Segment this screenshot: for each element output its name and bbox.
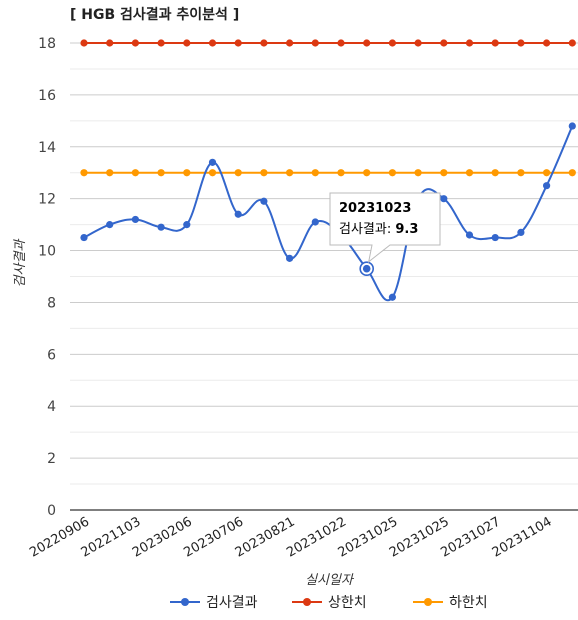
- data-point: [337, 169, 345, 177]
- data-point: [543, 182, 551, 190]
- data-point: [568, 122, 576, 130]
- data-point: [311, 39, 319, 47]
- highlight-point: [362, 264, 371, 273]
- y-tick-label: 16: [38, 88, 56, 104]
- data-point: [260, 197, 268, 205]
- data-point: [491, 169, 499, 177]
- data-point: [208, 169, 217, 177]
- data-point: [363, 169, 371, 177]
- data-point: [388, 169, 396, 177]
- y-tick-label: 2: [47, 451, 56, 467]
- y-axis-label: 검사결과: [13, 239, 28, 288]
- data-point: [491, 39, 499, 47]
- data-point: [260, 169, 268, 177]
- data-point: [157, 223, 165, 231]
- gridlines: [70, 42, 578, 511]
- data-point: [568, 169, 576, 177]
- data-point: [440, 169, 448, 177]
- data-point: [80, 39, 88, 47]
- series-line-검사결과: [83, 125, 574, 302]
- y-tick-label: 4: [47, 399, 56, 415]
- data-point: [491, 233, 499, 242]
- data-point: [80, 169, 88, 177]
- y-tick-label: 6: [47, 347, 56, 363]
- y-tick-label: 8: [47, 295, 56, 311]
- data-point: [363, 39, 371, 47]
- legend-label: 검사결과: [206, 595, 258, 611]
- data-point: [440, 195, 448, 203]
- data-point: [106, 169, 114, 177]
- data-point: [106, 39, 114, 47]
- data-point: [208, 158, 217, 166]
- data-point: [157, 169, 165, 177]
- data-point: [543, 169, 551, 177]
- data-point: [414, 169, 422, 177]
- x-tick-labels: 2022090620221103202302062023070620230821…: [27, 514, 554, 560]
- tooltip-value: 9.3: [395, 222, 418, 237]
- series-points: [80, 39, 576, 301]
- tooltip-date: 20231023: [339, 201, 411, 216]
- data-point: [465, 39, 474, 47]
- y-tick-label: 14: [38, 140, 56, 156]
- data-point: [208, 39, 217, 47]
- data-point: [517, 169, 525, 177]
- legend-marker: [303, 598, 311, 606]
- data-point: [568, 39, 576, 47]
- data-point: [311, 169, 319, 177]
- data-point: [543, 39, 551, 47]
- y-tick-label: 10: [38, 244, 56, 260]
- data-point: [286, 254, 294, 262]
- data-point: [234, 210, 242, 218]
- legend-label: 하한치: [449, 595, 488, 611]
- data-point: [131, 169, 139, 177]
- data-point: [286, 39, 294, 47]
- y-tick-label: 12: [38, 192, 56, 208]
- tooltip-label: 검사결과: 9.3: [339, 222, 418, 237]
- series-lines: [83, 42, 574, 302]
- data-point: [131, 39, 139, 47]
- y-tick-label: 18: [38, 36, 56, 52]
- data-point: [465, 231, 474, 239]
- data-point: [440, 39, 448, 47]
- data-point: [414, 39, 422, 47]
- legend-label: 상한치: [328, 595, 367, 611]
- data-point: [388, 39, 396, 47]
- data-point: [517, 228, 525, 236]
- data-point: [234, 39, 242, 47]
- data-point: [517, 39, 525, 47]
- x-axis-label: 실시일자: [305, 573, 355, 588]
- data-point: [183, 169, 191, 177]
- data-point: [234, 169, 242, 177]
- legend-marker: [424, 598, 432, 606]
- data-point: [183, 221, 191, 229]
- tooltip-box: [329, 192, 441, 263]
- chart-title: [ HGB 검사결과 추이분석 ]: [70, 7, 240, 23]
- data-point: [80, 233, 88, 242]
- tooltip: 20231023 검사결과: 9.3: [329, 192, 441, 263]
- data-point: [260, 39, 268, 47]
- data-point: [337, 39, 345, 47]
- data-point: [388, 293, 396, 301]
- data-point: [286, 169, 294, 177]
- data-point: [131, 215, 139, 224]
- data-point: [106, 221, 114, 229]
- data-point: [157, 39, 165, 47]
- legend-marker: [181, 598, 189, 606]
- data-point: [183, 39, 191, 47]
- y-tick-labels: 0 2 4 6 8 10 12 14 16 18: [38, 36, 56, 519]
- y-tick-label: 0: [47, 503, 56, 519]
- legend: 검사결과 상한치 하한치: [170, 595, 488, 611]
- data-point: [465, 169, 474, 177]
- data-point: [311, 218, 319, 226]
